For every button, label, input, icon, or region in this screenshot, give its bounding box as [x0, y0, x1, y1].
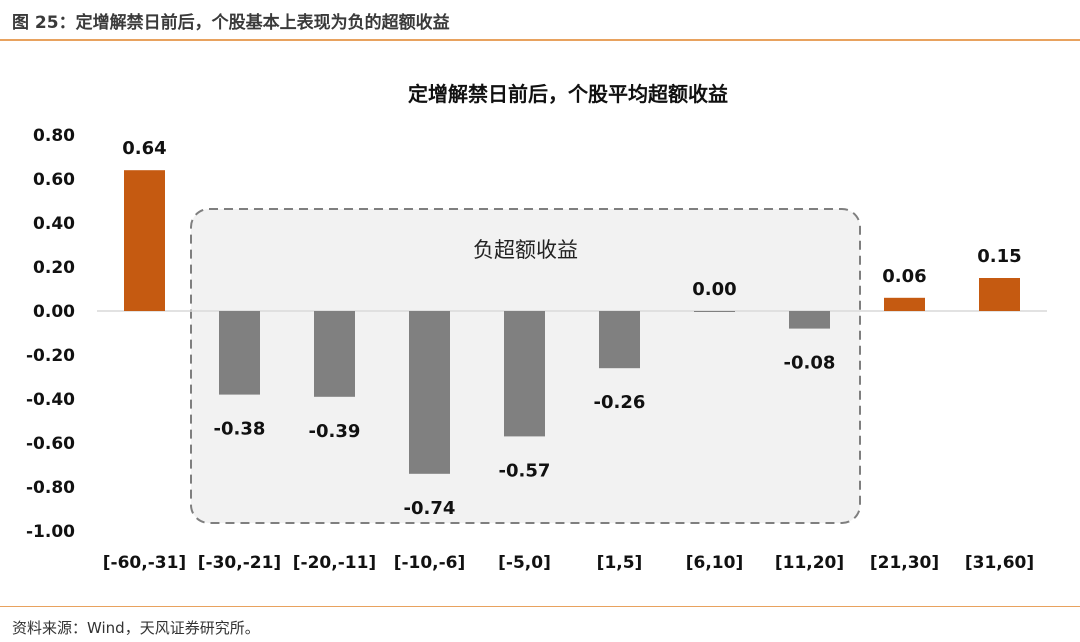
x-tick-label: [-30,-21] [198, 553, 281, 573]
bar [219, 311, 260, 395]
footer-divider [0, 606, 1080, 607]
bars-layer [124, 170, 1020, 474]
bar [504, 311, 545, 437]
bar [124, 170, 165, 311]
x-tick-label: [1,5] [597, 553, 643, 573]
data-label: -0.38 [214, 419, 266, 440]
bar [409, 311, 450, 474]
data-label: -0.57 [499, 460, 551, 481]
data-label: 0.15 [977, 246, 1021, 267]
bar [884, 297, 925, 311]
bar [694, 311, 735, 312]
x-tick-label: [11,20] [775, 553, 844, 573]
bar [979, 278, 1020, 311]
x-tick-label: [-10,-6] [394, 553, 466, 573]
y-tick-label: 0.60 [33, 170, 75, 190]
y-tick-label: -1.00 [26, 522, 75, 542]
data-label: -0.26 [594, 392, 646, 413]
y-tick-label: -0.80 [26, 478, 75, 498]
annotation-label: 负超额收益 [473, 238, 578, 262]
y-tick-label: 0.80 [33, 126, 75, 146]
value-labels-layer: 0.64 -0.38 -0.39 -0.74 -0.57 -0.26 0.00 -0.08 0.… [122, 138, 1021, 519]
y-tick-label: 0.40 [33, 214, 75, 234]
y-tick-label: -0.40 [26, 390, 75, 410]
x-tick-label: [6,10] [686, 553, 743, 573]
bar [599, 311, 640, 369]
axis-layer: 0.80 0.60 0.40 0.20 0.00 -0.20 -0.40 -0.60 -0.80… [26, 126, 1047, 573]
header-divider [0, 39, 1080, 41]
data-label: 0.06 [882, 266, 926, 287]
data-label: -0.74 [404, 498, 456, 519]
data-label: -0.08 [784, 353, 836, 374]
y-tick-label: 0.20 [33, 258, 75, 278]
x-tick-label: [-5,0] [498, 553, 551, 573]
figure-title: 图 25：定增解禁日前后，个股基本上表现为负的超额收益 [12, 13, 450, 33]
y-tick-label: -0.60 [26, 434, 75, 454]
x-tick-label: [-60,-31] [103, 553, 186, 573]
bar [314, 311, 355, 397]
chart-title: 定增解禁日前后，个股平均超额收益 [408, 82, 728, 106]
y-tick-label: 0.00 [33, 302, 75, 322]
x-tick-label: [31,60] [965, 553, 1034, 573]
y-tick-label: -0.20 [26, 346, 75, 366]
data-label: -0.39 [309, 421, 361, 442]
source-note: 资料来源：Wind，天风证券研究所。 [12, 619, 260, 637]
figure-header: 图 25：定增解禁日前后，个股基本上表现为负的超额收益 [0, 0, 1080, 40]
x-tick-label: [21,30] [870, 553, 939, 573]
data-label: 0.64 [122, 138, 166, 159]
bar-chart: 负超额收益 0.80 0.60 0.40 0.20 0.00 -0.20 -0.40 -0.6… [26, 82, 1047, 573]
data-label: 0.00 [692, 279, 736, 300]
x-tick-label: [-20,-11] [293, 553, 376, 573]
bar [789, 311, 830, 329]
